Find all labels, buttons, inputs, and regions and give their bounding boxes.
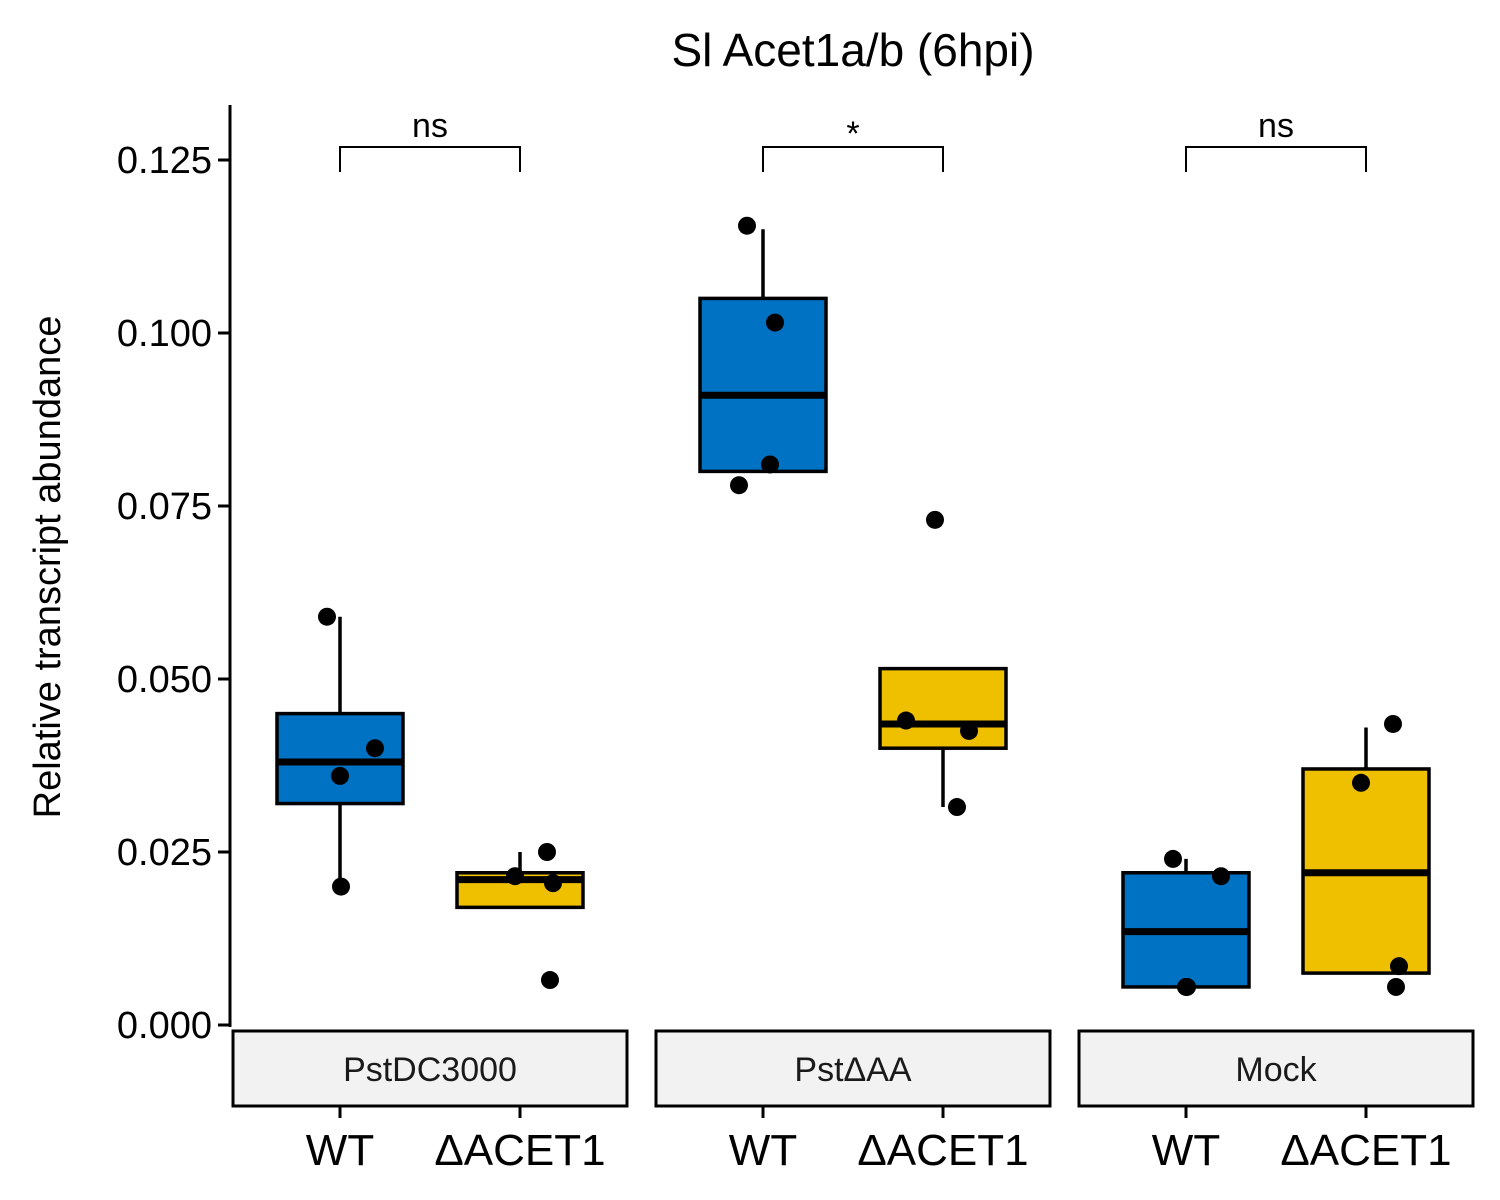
data-point (1390, 957, 1408, 976)
chart-title: Sl Acet1a/b (6hpi) (671, 24, 1034, 76)
data-point (506, 867, 524, 886)
box-acet1 (1301, 714, 1431, 996)
y-tick-label: 0.100 (117, 313, 212, 355)
y-axis-ticks: 0.000 0.025 0.050 0.075 0.100 0.125 (117, 140, 230, 1047)
facet-strip (1077, 1029, 1475, 1108)
data-point (730, 476, 748, 495)
facet-strip-label: Mock (1235, 1051, 1317, 1089)
data-point (541, 971, 559, 990)
facet-pstdc3000: ns PstDC3000 WT ΔACET1 (231, 107, 629, 1175)
data-point (1387, 977, 1405, 996)
y-tick-label: 0.050 (117, 659, 212, 701)
data-point (544, 874, 562, 893)
box-wt (698, 216, 828, 495)
data-point (331, 766, 349, 785)
data-point (538, 843, 556, 861)
box-acet1 (455, 843, 585, 990)
data-point (1352, 773, 1370, 792)
significance-label: ns (412, 107, 448, 145)
y-tick-label: 0.000 (117, 1005, 212, 1047)
data-point (960, 721, 978, 740)
data-point (738, 216, 756, 235)
data-point (318, 607, 336, 626)
facet-panels: ns PstDC3000 WT ΔACET1 * PstΔAA WT ΔACET1 ns Mock… (231, 107, 1475, 1175)
x-tick-label: ΔACET1 (434, 1126, 605, 1175)
facet-mock: ns Mock WT ΔACET1 (1077, 107, 1475, 1175)
x-tick-label: WT (729, 1126, 797, 1175)
x-tick-label: WT (1152, 1126, 1220, 1175)
x-tick-label: WT (306, 1126, 374, 1175)
facet-strip (654, 1029, 1052, 1108)
y-tick-label: 0.125 (117, 140, 212, 182)
data-point (332, 877, 350, 896)
facet-pstδaa: * PstΔAA WT ΔACET1 (654, 115, 1052, 1175)
facet-strip-label: PstDC3000 (343, 1051, 517, 1089)
data-point (1178, 977, 1196, 996)
significance-bracket (762, 146, 944, 172)
box-wt (1121, 849, 1251, 996)
box-wt (275, 607, 405, 896)
y-tick-label: 0.025 (117, 832, 212, 874)
data-point (366, 739, 384, 758)
data-point (766, 313, 784, 332)
significance-label: * (846, 115, 859, 153)
box (698, 296, 828, 474)
data-point (761, 455, 779, 474)
data-point (1212, 867, 1230, 886)
significance-bracket (339, 146, 521, 172)
x-tick-label: ΔACET1 (857, 1126, 1028, 1175)
facet-strip-label: PstΔAA (794, 1051, 912, 1089)
facet-strip (231, 1029, 629, 1108)
data-point (1164, 849, 1182, 868)
data-point (926, 510, 944, 529)
data-point (948, 798, 966, 817)
data-point (1384, 714, 1402, 733)
significance-bracket (1185, 146, 1367, 172)
box (878, 666, 1008, 750)
box-acet1 (878, 510, 1008, 817)
x-tick-label: ΔACET1 (1280, 1126, 1451, 1175)
data-point (897, 711, 915, 730)
y-tick-label: 0.075 (117, 486, 212, 528)
significance-label: ns (1258, 107, 1294, 145)
y-axis-label: Relative transcript abundance (27, 316, 69, 819)
